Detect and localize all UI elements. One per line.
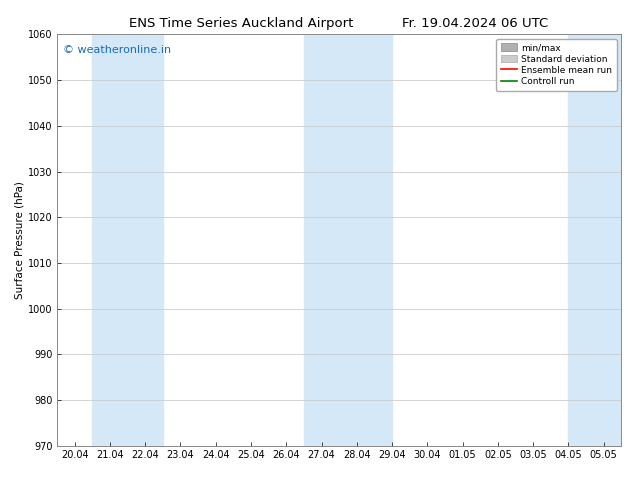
Text: © weatheronline.in: © weatheronline.in bbox=[63, 45, 171, 54]
Legend: min/max, Standard deviation, Ensemble mean run, Controll run: min/max, Standard deviation, Ensemble me… bbox=[496, 39, 617, 91]
Text: ENS Time Series Auckland Airport: ENS Time Series Auckland Airport bbox=[129, 17, 353, 30]
Text: Fr. 19.04.2024 06 UTC: Fr. 19.04.2024 06 UTC bbox=[403, 17, 548, 30]
Bar bbox=[569, 34, 621, 446]
Bar bbox=[93, 34, 163, 446]
Y-axis label: Surface Pressure (hPa): Surface Pressure (hPa) bbox=[14, 181, 24, 299]
Bar bbox=[304, 34, 392, 446]
